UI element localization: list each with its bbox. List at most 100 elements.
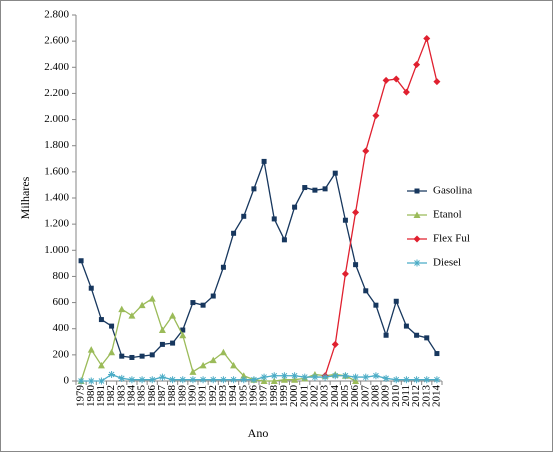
y-tick-label: 2.000 [44,113,69,125]
data-point [220,264,226,270]
series-line [324,36,438,376]
x-tick-label: 2013 [420,385,432,408]
data-point [180,327,186,333]
data-point [270,377,278,384]
x-tick-label: 2014 [430,385,442,408]
legend-marker [413,235,421,243]
data-point [423,376,431,384]
data-point [321,373,329,381]
x-tick-label: 1986 [146,385,158,408]
data-point [138,301,146,309]
y-tick-label: 2.400 [44,61,69,73]
data-point [200,302,206,308]
x-tick-label: 2000 [288,385,300,408]
data-point [139,353,145,359]
data-point [199,361,207,369]
data-point [331,372,339,380]
data-point [148,295,156,302]
x-tick-label: 1983 [115,385,127,408]
data-point [352,208,360,216]
data-point [302,185,308,191]
data-point [261,158,267,164]
data-point [179,331,187,339]
data-point [219,348,227,356]
data-point [98,317,104,323]
data-point [97,377,105,385]
data-point [281,237,287,243]
data-point [403,323,409,329]
data-point [138,376,146,384]
data-point [190,300,196,306]
data-point [199,376,207,384]
x-tick-label: 2005 [339,385,351,408]
x-tick-label: 1998 [268,385,280,408]
data-point [301,373,309,381]
data-point [97,361,105,369]
data-point [109,323,115,329]
y-tick-label: 1.400 [44,192,69,204]
data-point [311,373,319,381]
y-tick-label: 1.800 [44,139,69,151]
x-tick-label: 1994 [227,385,239,408]
data-point [413,61,421,69]
x-tick-label: 2010 [390,385,402,408]
data-point [413,376,421,384]
data-point [169,376,177,384]
x-tick-label: 1980 [85,385,97,408]
data-point [189,376,197,384]
data-point [362,147,370,155]
x-tick-label: 1989 [176,385,188,408]
data-point [159,341,165,347]
data-point [342,217,348,223]
data-point [291,376,299,383]
x-tick-label: 2008 [369,385,381,408]
data-point [331,340,339,348]
y-tick-label: 400 [53,322,70,334]
data-point [392,376,400,384]
data-point [240,372,248,379]
data-point [88,285,94,291]
y-tick-label: 1.200 [44,218,69,230]
x-tick-label: 1997 [258,385,270,408]
legend-label: Flex Ful [433,233,470,245]
x-tick-label: 1982 [105,385,117,407]
x-axis-label: Ano [248,426,269,440]
y-axis-label: Milhares [18,176,32,219]
data-point [118,305,126,313]
x-tick-label: 1987 [156,385,168,408]
data-point [230,361,238,369]
data-point [87,377,95,385]
data-point [250,376,258,384]
data-point [209,376,217,384]
x-tick-label: 1984 [125,385,137,408]
data-point [87,346,95,353]
data-point [158,373,166,381]
data-point [382,374,390,382]
legend-label: Etanol [433,209,462,221]
x-tick-label: 2012 [410,385,422,407]
data-point [352,373,360,381]
data-point [209,356,217,364]
data-point [392,75,400,83]
legend-label: Diesel [433,257,461,269]
legend-marker [413,211,421,218]
data-point [383,332,389,338]
x-tick-label: 2009 [380,385,392,408]
legend-marker [413,259,421,267]
data-point [434,351,440,357]
data-point [118,374,126,382]
data-point [292,204,298,210]
series-line [80,297,356,382]
data-point [108,348,116,356]
data-point [402,88,410,96]
data-point [158,326,166,334]
data-point [372,372,380,380]
data-point [270,372,278,380]
data-point [251,186,257,192]
data-point [353,262,359,268]
data-point [402,376,410,384]
data-point [280,372,288,380]
x-tick-label: 1990 [186,385,198,408]
data-point [312,187,318,193]
